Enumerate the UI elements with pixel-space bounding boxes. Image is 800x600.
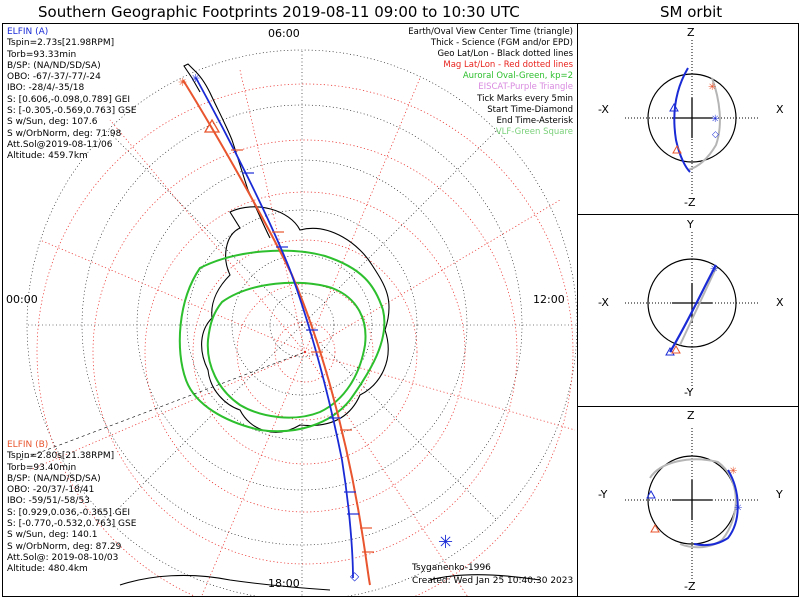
created-timestamp: Created: Wed Jan 25 10:40:30 2023	[412, 576, 574, 586]
orbit-frame-xz	[577, 23, 799, 215]
info-line: S w/Sun, deg: 107.6	[7, 117, 98, 128]
info-line: S: [-0.770,-0.532,0.763] GSE	[7, 519, 137, 530]
coastlines	[119, 63, 541, 591]
time-label-bottom: 18:00	[268, 577, 300, 590]
elfin-a-asterisk: ✳	[191, 72, 200, 85]
elfin-b-track	[182, 79, 371, 586]
info-line: S w/Sun, deg: 140.1	[7, 530, 98, 541]
elfin-a-ticks	[242, 172, 359, 515]
legend-item: Auroral Oval-Green, kp=2	[462, 71, 573, 82]
mag-grid	[29, 69, 576, 596]
orbit-xz-right: X	[776, 103, 784, 116]
legend-item: EISCAT-Purple Triangle	[478, 82, 573, 93]
auroral-oval	[178, 249, 386, 433]
legend-item: Thick - Science (FGM and/or EPD)	[430, 38, 573, 49]
svg-text:✳: ✳	[708, 82, 716, 93]
svg-text:✳: ✳	[711, 114, 719, 125]
info-line: S: [0.929,0.036,-0.365] GEI	[7, 507, 131, 518]
info-line: OBO: -67/-37/-77/-24	[7, 72, 101, 83]
orbit-frame-xy	[577, 214, 799, 407]
orbit-xy-bottom: -Y	[684, 386, 694, 399]
info-line: Tspin=2.73s[21.98RPM]	[7, 38, 115, 49]
legend-item: Mag Lat/Lon - Red dotted lines	[443, 60, 573, 71]
figure-title: Southern Geographic Footprints 2019-08-1…	[38, 3, 520, 21]
orbit-panel-xz: ✳ ✳ ◇	[625, 40, 760, 196]
legend-item: Earth/Oval View Center Time (triangle)	[408, 27, 573, 37]
orbit-title: SM orbit	[660, 3, 723, 21]
elfin-a-track	[195, 77, 354, 579]
elfin-b-center-triangle	[203, 118, 221, 133]
elfin-a-end-asterisk: ✳	[438, 532, 453, 553]
elfin-b-asterisk: ✳	[178, 76, 187, 89]
info-line: Att.Sol@2019-08-11/06	[7, 139, 113, 150]
orbit-yz-right: Y	[776, 488, 783, 501]
info-line: Altitude: 480.4km	[7, 564, 88, 575]
geo-grid	[26, 49, 577, 596]
legend-item: Geo Lat/Lon - Black dotted lines	[437, 49, 573, 60]
map-legend: Earth/Oval View Center Time (triangle) T…	[408, 27, 573, 138]
time-label-top: 06:00	[268, 27, 300, 40]
time-label-right: 12:00	[533, 293, 565, 306]
model-credit: Tsyganenko-1996	[412, 563, 491, 573]
orbit-panel-xy: ✳	[625, 232, 760, 386]
info-line: B/SP: (NA/ND/SD/SA)	[7, 473, 101, 484]
info-line: S: [-0.305,-0.569,0.763] GSE	[7, 106, 137, 117]
legend-item: Tick Marks every 5min	[477, 93, 573, 104]
orbit-xy-top: Y	[687, 218, 694, 231]
orbit-xz-bottom: -Z	[684, 196, 696, 209]
polar-map: ◇ ✳ ✳ ✳	[19, 49, 577, 596]
time-label-left: 00:00	[6, 293, 38, 306]
svg-text:✳: ✳	[729, 466, 737, 477]
legend-item: Start Time-Diamond	[487, 104, 573, 115]
orbit-panel-yz: ✳ ✳	[625, 428, 760, 580]
svg-text:✳: ✳	[734, 503, 742, 514]
info-line: Torb=93.40min	[7, 462, 77, 473]
orbit-yz-top: Z	[687, 409, 695, 422]
elfin-a-start-diamond: ◇	[350, 569, 360, 583]
info-line: S w/OrbNorm, deg: 87.29	[7, 541, 122, 552]
info-line: Tspin=2.80s[21.38RPM]	[7, 451, 115, 462]
info-line: OBO: -20/37/-18/41	[7, 485, 95, 496]
elfin-b-ticks	[231, 149, 374, 553]
orbit-yz-left: -Y	[598, 488, 608, 501]
elfin-a-info: ELFIN (A) Tspin=2.73s[21.98RPM] Torb=93.…	[7, 27, 136, 163]
info-line: Torb=93.33min	[7, 49, 77, 60]
info-line: S w/OrbNorm, deg: 71.98	[7, 128, 122, 139]
legend-item: VLF-Green Square	[495, 126, 573, 137]
elfin-b-info: ELFIN (B) Tspin=2.80s[21.38RPM] Torb=93.…	[7, 440, 136, 576]
info-line: IBO: -59/51/-58/53	[7, 496, 90, 507]
svg-text:◇: ◇	[712, 130, 719, 140]
orbit-xz-top: Z	[687, 26, 695, 39]
legend-item: End Time-Asterisk	[496, 115, 573, 126]
elfin-b-name: ELFIN (B)	[7, 440, 49, 450]
orbit-xy-left: -X	[598, 296, 609, 309]
orbit-xy-right: X	[776, 296, 784, 309]
guide-line	[19, 351, 306, 461]
info-line: B/SP: (NA/ND/SD/SA)	[7, 60, 101, 71]
elfin-a-name: ELFIN (A)	[7, 27, 49, 37]
orbit-yz-bottom: -Z	[684, 580, 696, 593]
info-line: Att.Sol@: 2019-08-10/03	[7, 552, 119, 563]
svg-text:✳: ✳	[710, 264, 718, 275]
orbit-frame-yz	[577, 406, 799, 597]
info-line: Altitude: 459.7km	[7, 151, 88, 162]
orbit-xz-left: -X	[598, 103, 609, 116]
info-line: IBO: -28/4/-35/18	[7, 83, 85, 94]
info-line: S: [0.606,-0.098,0.789] GEI	[7, 94, 131, 105]
